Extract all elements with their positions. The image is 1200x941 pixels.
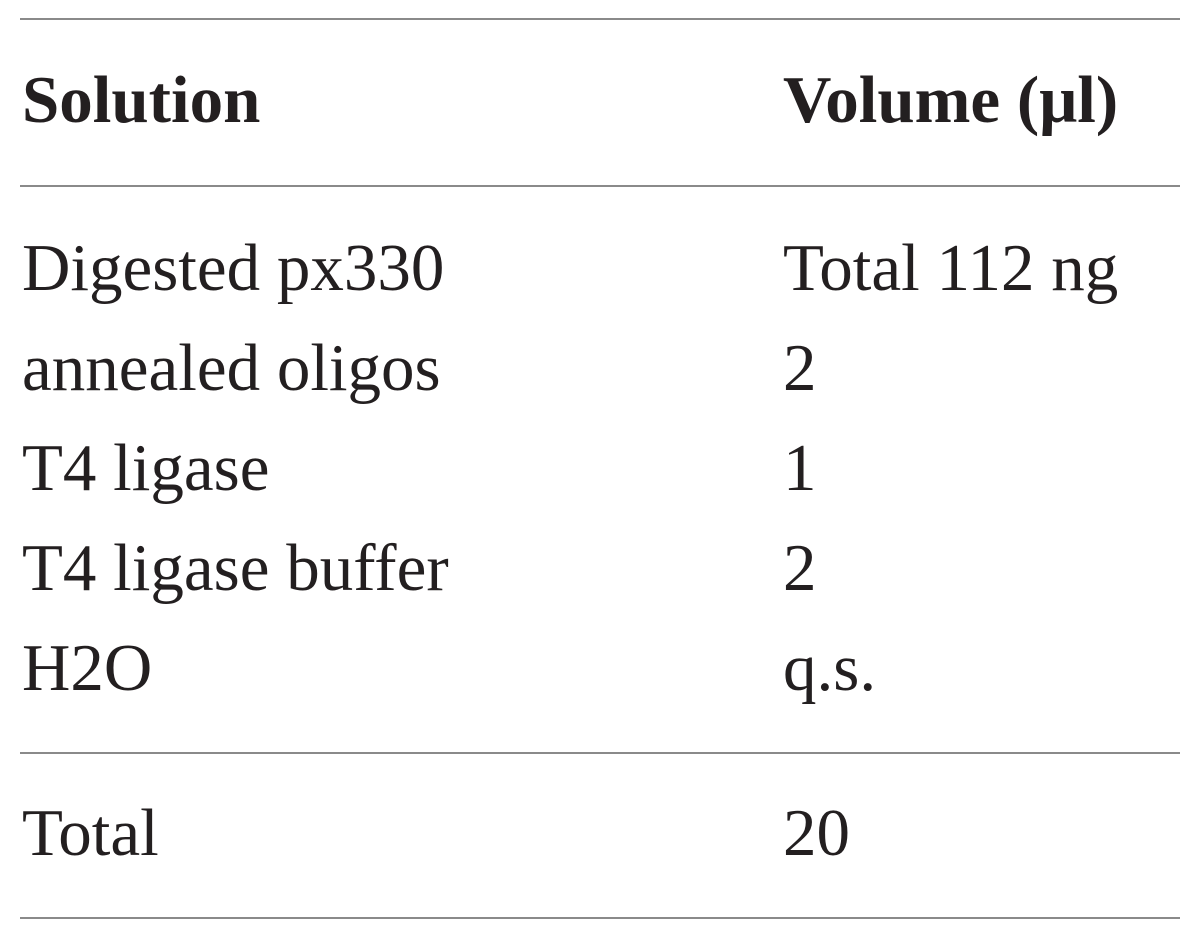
- cell: H2O: [22, 631, 152, 705]
- cell: Total 112 ng: [783, 231, 1118, 305]
- cell: annealed oligos: [22, 331, 441, 405]
- cell: T4 ligase: [22, 431, 269, 505]
- cell: T4 ligase buffer: [22, 531, 449, 605]
- cell: 2: [783, 531, 817, 605]
- total-cell: Total: [22, 796, 159, 870]
- header-cell: Solution: [22, 63, 260, 137]
- total-cell: 20: [783, 796, 850, 870]
- header-cell: Volume (μl): [783, 63, 1118, 137]
- cell: Digested px330: [22, 231, 444, 305]
- cell: q.s.: [783, 631, 876, 705]
- cell: 1: [783, 431, 817, 505]
- cell: 2: [783, 331, 817, 405]
